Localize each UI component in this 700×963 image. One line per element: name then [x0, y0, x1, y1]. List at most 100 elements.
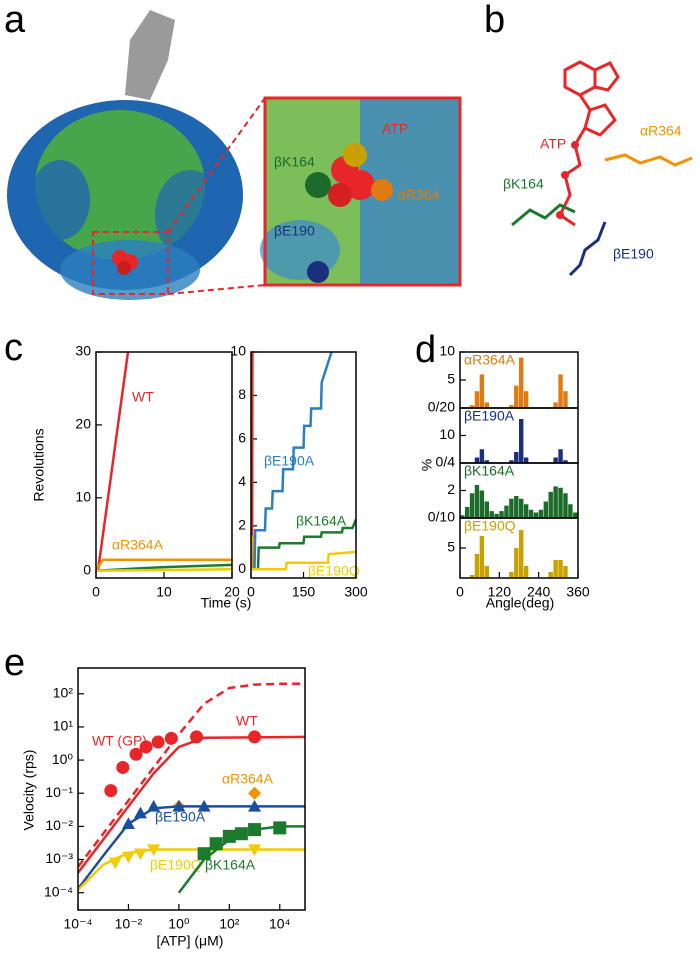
trace — [251, 550, 356, 571]
histogram-bar — [514, 548, 519, 578]
y-tick-label: 0/4 — [436, 454, 456, 470]
atp-sphere — [345, 170, 375, 200]
x-tick-label: 120 — [488, 584, 512, 600]
molecule-sticks: ATP αR364 βK164 βE190 — [503, 60, 693, 277]
histogram-bar — [573, 512, 578, 518]
series-label: βE190A — [155, 809, 206, 825]
histogram-bar — [563, 493, 568, 518]
marker — [129, 747, 143, 761]
histogram-bar — [504, 505, 509, 518]
histogram-label: αR364A — [464, 352, 516, 368]
panel-label: b — [484, 0, 505, 41]
atom — [556, 211, 564, 219]
histogram-bar — [514, 452, 519, 463]
histogram-bar — [553, 402, 558, 408]
x-tick-label: 10⁻⁴ — [64, 916, 93, 932]
histogram-bar — [548, 491, 553, 518]
marker — [147, 844, 161, 857]
panel-label: e — [4, 642, 25, 684]
y-tick-label: 5 — [447, 371, 455, 387]
histogram-bar — [509, 460, 514, 463]
trace — [251, 352, 333, 571]
histogram-bar — [479, 449, 485, 463]
residue-sticks — [568, 221, 607, 277]
y-tick-label: 0/20 — [428, 399, 455, 415]
marker — [190, 730, 204, 744]
x-tick-label: 10² — [219, 916, 240, 932]
x-tick-label: 0 — [92, 584, 100, 600]
y-tick-label: 10 — [75, 489, 91, 505]
series-label: WT — [236, 713, 258, 729]
y-tick-label: 10 — [439, 343, 455, 359]
panel-label: d — [415, 329, 436, 371]
histogram-bar — [509, 498, 514, 518]
histogram-bar — [563, 460, 568, 463]
histogram-bar — [514, 385, 519, 408]
axis-label: Revolutions — [31, 428, 47, 501]
histogram-bar — [479, 374, 485, 408]
plot-frame — [77, 667, 306, 911]
marker — [273, 821, 287, 835]
y-tick-label: 10⁻³ — [45, 850, 73, 866]
histogram-bar — [543, 501, 548, 518]
x-tick-label: 10⁻² — [115, 916, 143, 932]
series-label: βE190A — [264, 453, 315, 469]
x-tick-label: 150 — [292, 584, 316, 600]
histogram-bar — [553, 457, 558, 463]
zoom-connector — [167, 284, 266, 295]
axis-label: % — [419, 459, 435, 471]
atom — [561, 171, 569, 179]
y-tick-label: 10⁻⁴ — [44, 883, 73, 899]
histogram-bar — [558, 560, 563, 578]
marker — [197, 847, 211, 861]
marker — [209, 837, 223, 851]
marker — [121, 851, 135, 864]
zoom-connector — [167, 97, 266, 233]
atp-sphere — [343, 143, 367, 167]
series-label: αR364A — [112, 537, 164, 553]
marker — [139, 740, 153, 754]
axis-label: [ATP] (μM) — [157, 933, 224, 949]
plot-frame — [250, 351, 357, 579]
protein-structure — [7, 10, 266, 300]
y-tick-label: 10⁻¹ — [45, 784, 73, 800]
x-tick-label: 10 — [156, 584, 172, 600]
x-tick-label: 240 — [527, 584, 551, 600]
series-label: WT (GP) — [92, 733, 147, 749]
y-tick-label: 10² — [53, 684, 74, 700]
histogram-bar — [479, 536, 485, 578]
histogram-bar — [509, 572, 514, 578]
zoom-label: βK164 — [274, 154, 315, 170]
blue-domain — [30, 160, 90, 240]
marker — [248, 799, 262, 812]
y-tick-label: 0/10 — [428, 509, 455, 525]
histogram-bar — [548, 572, 553, 578]
histogram-bar — [519, 419, 524, 463]
histogram-bar — [469, 575, 475, 578]
marker — [116, 760, 130, 774]
series-label: WT — [132, 389, 154, 405]
y-tick-label: 4 — [238, 473, 246, 489]
y-tick-label: 0 — [238, 560, 246, 576]
molecule-label: βE190 — [613, 246, 654, 262]
histogram-bar — [474, 554, 480, 578]
zoom-view: ATP βK164 αR364 βE190 — [260, 96, 462, 287]
panel-label: a — [4, 0, 26, 41]
series-label: βK164A — [296, 513, 347, 529]
histogram-bar — [474, 457, 480, 463]
y-tick-label: 0 — [83, 561, 91, 577]
x-tick-label: 360 — [566, 584, 590, 600]
molecule-label: ATP — [540, 136, 566, 152]
marker — [164, 731, 178, 745]
zoom-label: αR364 — [398, 187, 440, 203]
blue-domain — [155, 170, 225, 260]
marker — [147, 799, 161, 812]
residue-sticks — [604, 153, 693, 167]
axis-label: Velocity (rps) — [21, 750, 37, 831]
zoom-region — [92, 231, 169, 295]
axis-label: Time (s) — [201, 595, 252, 611]
zoom-label: βE190 — [274, 223, 315, 239]
trace — [96, 558, 232, 572]
histogram-bar — [553, 486, 558, 518]
